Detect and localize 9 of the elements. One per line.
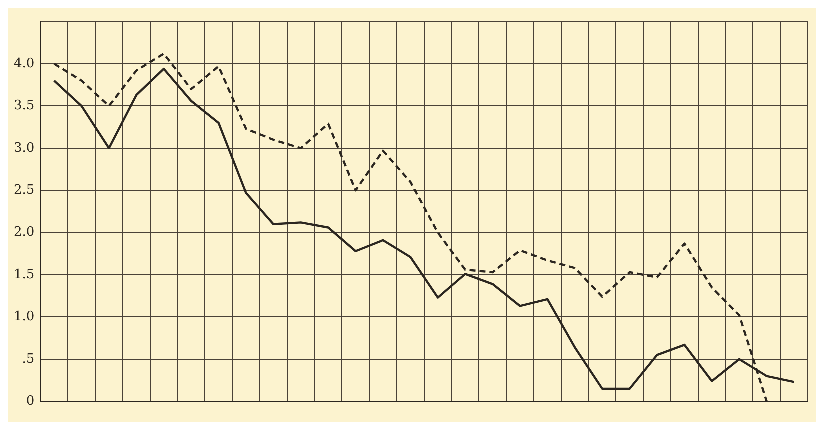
y-tick-label: 0 bbox=[26, 394, 35, 409]
y-tick-label: .5 bbox=[22, 352, 35, 367]
y-tick-label: 1.5 bbox=[14, 267, 35, 282]
y-tick-label: 4.0 bbox=[14, 56, 35, 72]
y-tick-label: 2.5 bbox=[14, 182, 35, 198]
y-tick-label: 2.0 bbox=[14, 225, 35, 240]
y-tick-label: 3.5 bbox=[14, 98, 35, 114]
y-tick-label: 3.0 bbox=[14, 140, 35, 156]
y-tick-label: 1.0 bbox=[14, 310, 35, 325]
